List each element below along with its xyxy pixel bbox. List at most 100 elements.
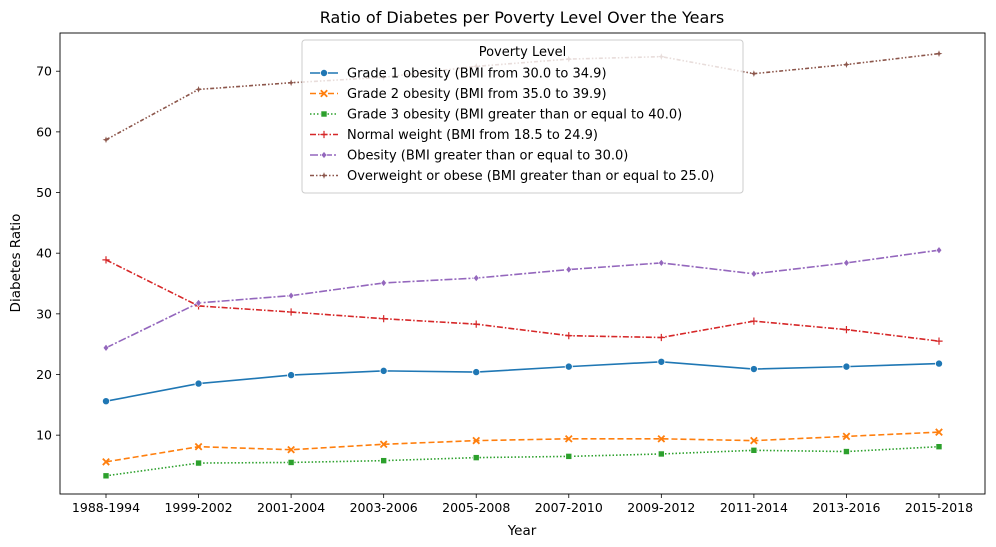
series-line	[105, 249, 940, 349]
data-point	[657, 357, 666, 366]
data-point	[842, 432, 851, 441]
legend-box	[301, 39, 744, 194]
series-line	[105, 431, 940, 463]
legend-label: Grade 2 obesity (BMI from 35.0 to 39.9)	[347, 87, 607, 102]
data-point	[195, 298, 202, 308]
legend-marker	[320, 89, 328, 98]
data-point	[750, 70, 758, 78]
x-tick-label: 2009-2012	[627, 500, 695, 515]
y-tick-label: 60	[36, 124, 52, 139]
x-tick-label: 2011-2014	[720, 500, 788, 515]
data-point	[935, 359, 944, 368]
data-point	[287, 445, 295, 454]
data-point	[750, 447, 758, 454]
legend-label: Overweight or obese (BMI greater than or…	[347, 169, 714, 184]
data-point	[935, 337, 943, 345]
series-line	[105, 360, 940, 402]
data-point	[102, 343, 110, 352]
data-point	[843, 61, 850, 68]
data-point	[287, 371, 296, 380]
data-point	[379, 440, 388, 449]
plot-frame	[59, 32, 986, 495]
x-tick-label: 2003-2006	[350, 500, 418, 515]
legend-label: Grade 1 obesity (BMI from 30.0 to 34.9)	[347, 67, 607, 82]
x-tick-label: 2001-2004	[257, 500, 325, 515]
legend-entry: Obesity (BMI greater than or equal to 30…	[310, 149, 628, 164]
x-tick-label: 1988-1994	[72, 500, 140, 515]
data-point	[935, 428, 943, 436]
data-point	[194, 379, 203, 388]
chart-title: Ratio of Diabetes per Poverty Level Over…	[320, 8, 724, 27]
y-tick-label: 50	[36, 185, 52, 200]
series-2	[102, 428, 943, 466]
data-point	[657, 434, 666, 443]
y-tick-label: 30	[36, 306, 52, 321]
data-point	[287, 308, 295, 316]
data-point	[842, 326, 851, 334]
data-point	[750, 317, 758, 325]
legend-marker	[319, 69, 328, 78]
data-point	[843, 448, 850, 455]
data-point	[750, 436, 758, 445]
legend-entry: Grade 1 obesity (BMI from 30.0 to 34.9)	[310, 67, 607, 82]
data-point	[287, 79, 295, 87]
data-point	[657, 333, 665, 342]
data-point	[750, 269, 758, 278]
legend-entry: Overweight or obese (BMI greater than or…	[310, 169, 714, 184]
x-tick-label: 1999-2002	[164, 500, 232, 515]
y-tick-label: 20	[36, 367, 52, 382]
data-point	[102, 458, 110, 466]
data-point	[935, 50, 943, 58]
legend-label: Obesity (BMI greater than or equal to 30…	[347, 149, 628, 164]
legend-entry: Grade 2 obesity (BMI from 35.0 to 39.9)	[310, 87, 607, 102]
data-point	[565, 332, 573, 340]
data-point	[102, 136, 110, 144]
legend-entry: Grade 3 obesity (BMI greater than or equ…	[310, 108, 682, 123]
y-tick-label: 70	[36, 64, 52, 79]
data-point	[565, 453, 573, 460]
legend: Poverty Level Grade 1 obesity (BMI from 3…	[301, 39, 744, 194]
x-axis: 1988-1994 1999-2002 2001-2004 2003-2006 2005…	[72, 494, 973, 515]
data-point	[658, 258, 665, 267]
data-point	[380, 315, 388, 323]
data-point	[472, 273, 480, 283]
legend-label: Normal weight (BMI from 18.5 to 24.9)	[347, 128, 598, 143]
y-axis: 10 20 30 40 50 60 70	[36, 64, 60, 443]
data-point	[472, 436, 481, 445]
data-point	[194, 442, 203, 451]
data-point	[102, 397, 111, 406]
data-point	[195, 459, 202, 467]
legend-entry: Normal weight (BMI from 18.5 to 24.9)	[310, 128, 598, 143]
series-1	[102, 357, 944, 406]
legend-marker	[320, 172, 328, 179]
data-point	[287, 459, 295, 466]
x-tick-label: 2007-2010	[535, 500, 603, 515]
data-point	[565, 265, 573, 274]
data-point	[380, 278, 387, 287]
series-3	[102, 443, 943, 480]
data-point	[935, 246, 943, 255]
data-point	[564, 434, 573, 443]
series-line	[105, 259, 940, 342]
data-point	[472, 454, 480, 461]
data-point	[195, 86, 202, 93]
x-axis-label: Year	[507, 523, 537, 539]
x-tick-label: 2005-2008	[442, 500, 510, 515]
data-point	[102, 256, 110, 264]
data-point	[380, 457, 387, 464]
y-tick-label: 10	[36, 428, 52, 443]
legend-marker	[320, 110, 328, 118]
data-point	[379, 366, 388, 375]
data-point	[102, 472, 110, 480]
series-5	[102, 246, 943, 352]
data-point	[843, 258, 850, 267]
x-tick-label: 2013-2016	[812, 500, 880, 515]
legend-title: Poverty Level	[479, 45, 567, 60]
data-point	[472, 320, 480, 328]
data-point	[564, 362, 573, 371]
data-point	[935, 443, 943, 450]
data-point	[658, 450, 665, 458]
y-axis-label: Diabetes Ratio	[8, 214, 24, 313]
data-point	[749, 365, 758, 374]
